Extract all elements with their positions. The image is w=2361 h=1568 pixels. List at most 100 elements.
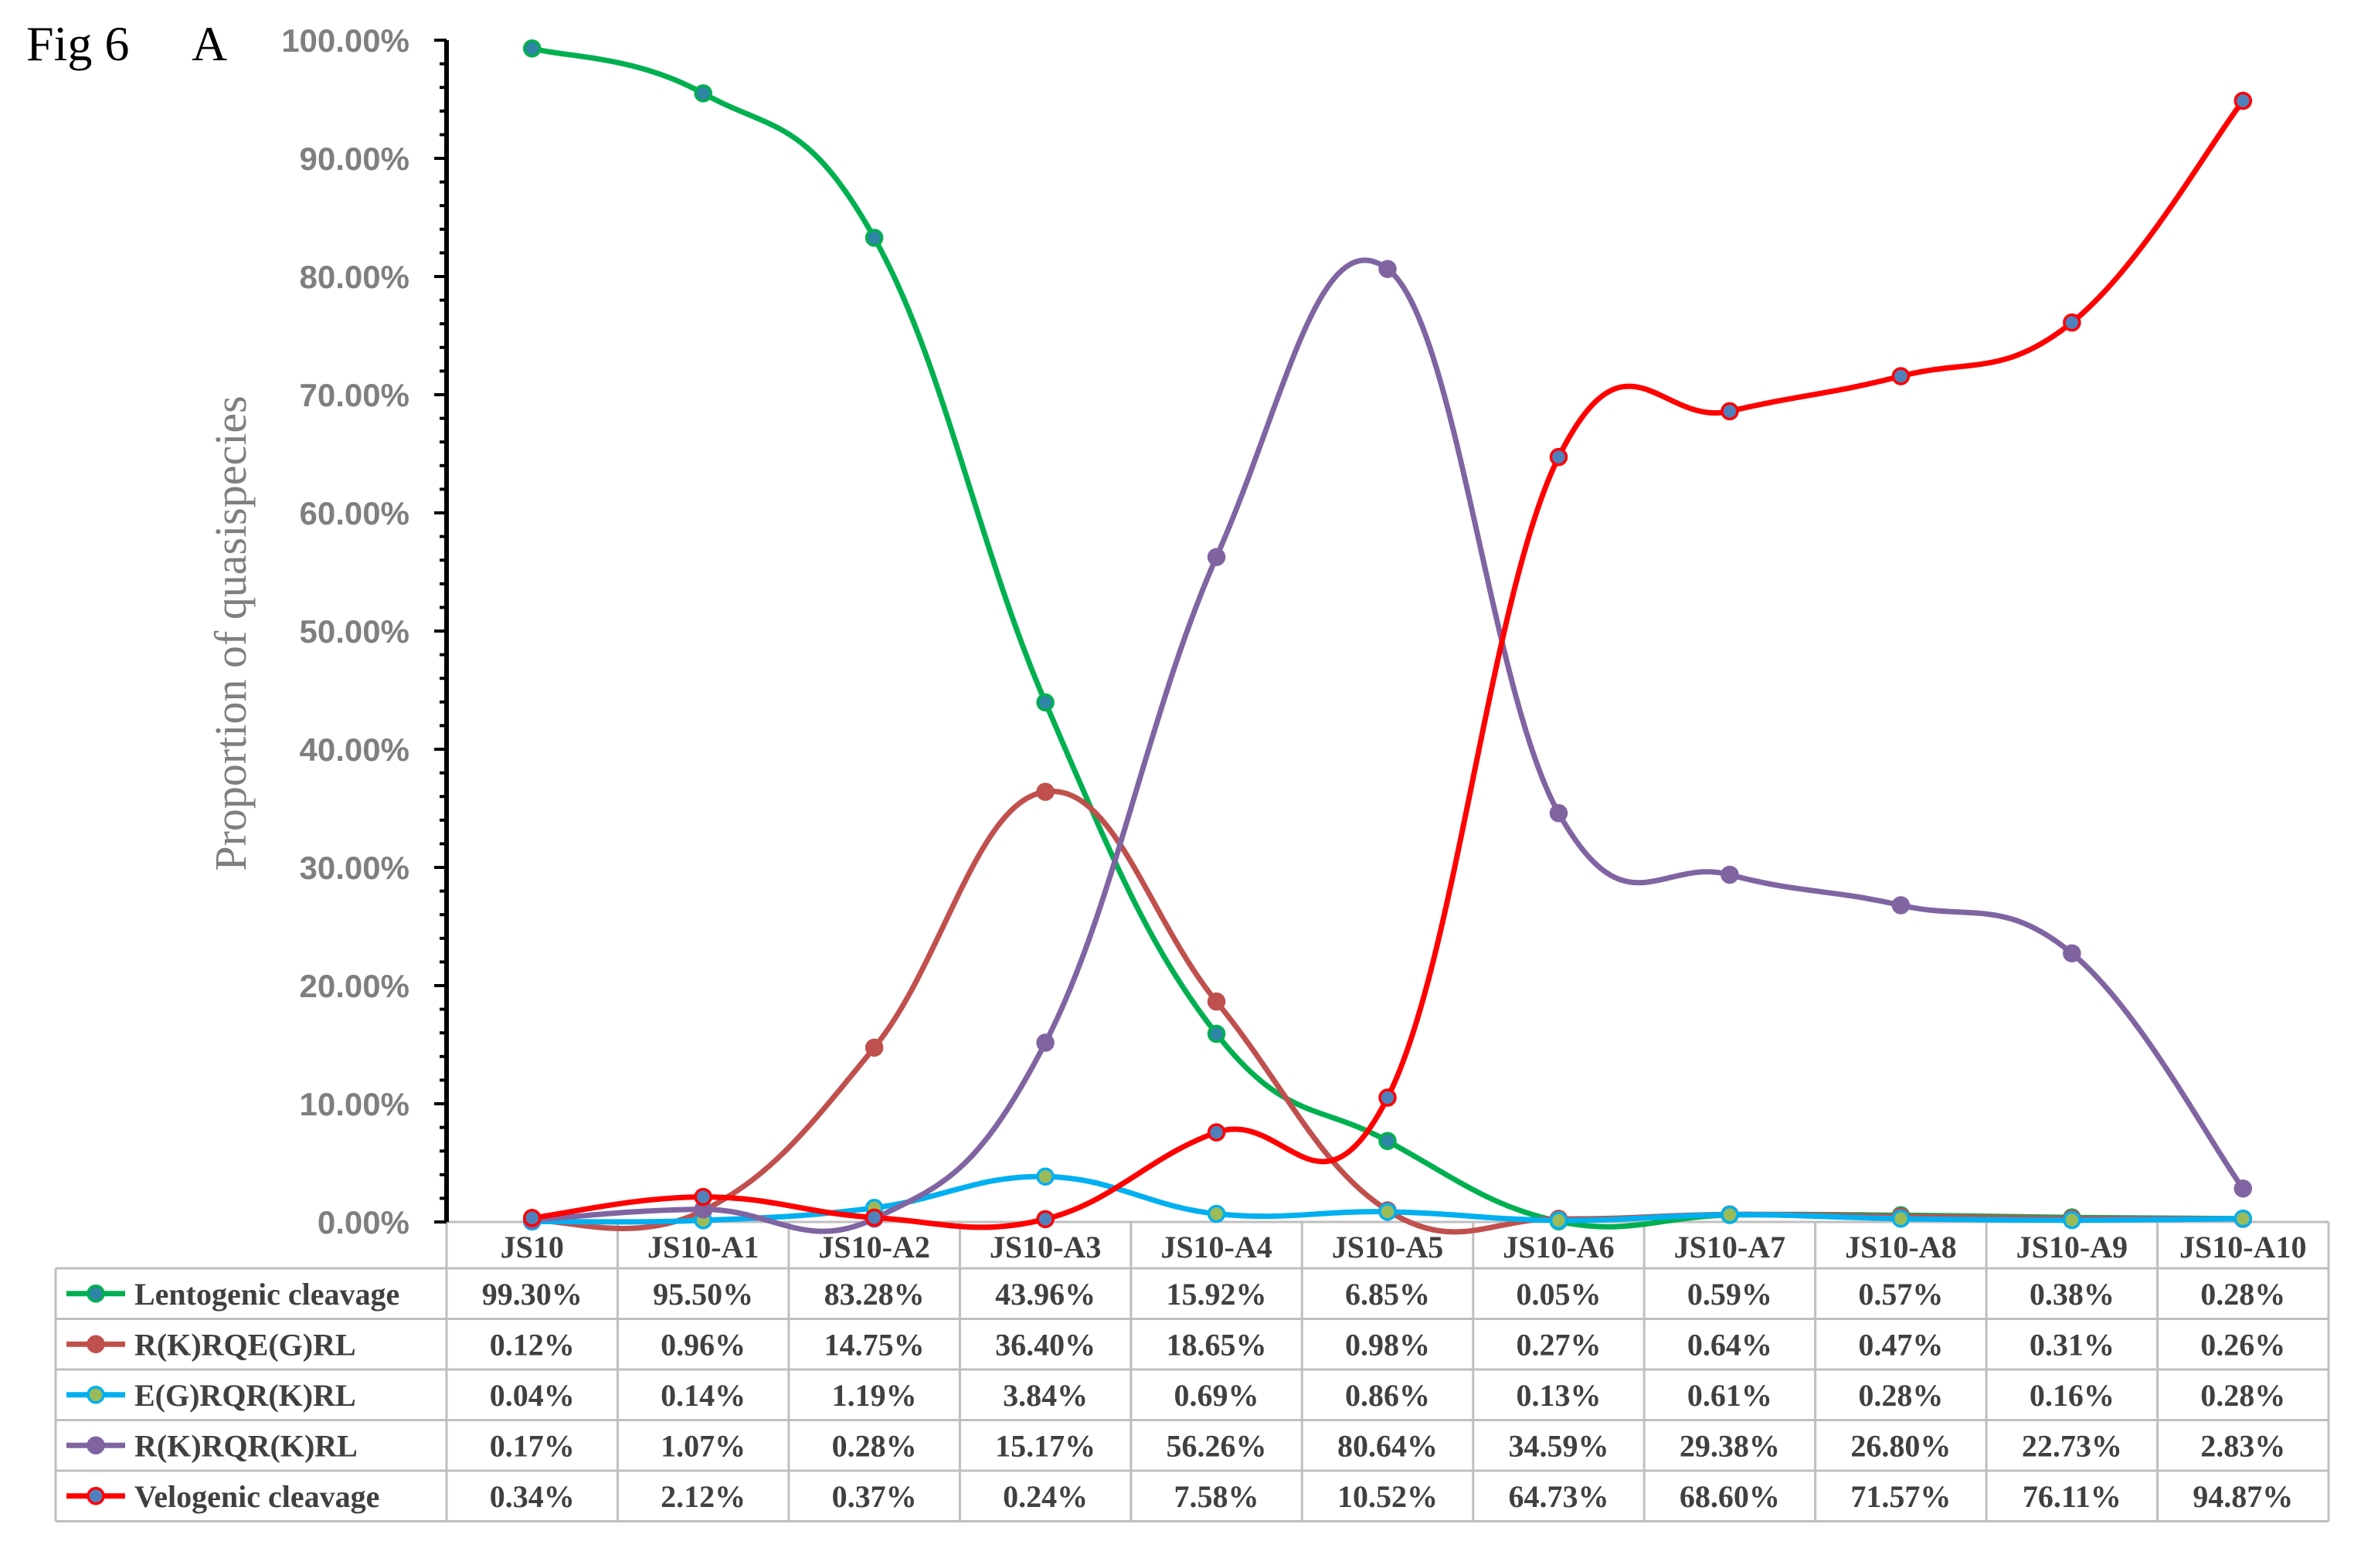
x-category-label: JS10-A4 <box>1160 1230 1272 1264</box>
data-point <box>2063 313 2081 332</box>
table-cell-value: 0.14% <box>661 1378 746 1413</box>
table-grid <box>54 1220 2330 1522</box>
table-cell-value: 3.84% <box>1003 1378 1088 1413</box>
table-cell-value: 36.40% <box>995 1327 1096 1362</box>
table-cell-value: 0.34% <box>490 1479 575 1514</box>
data-point <box>1549 1211 1568 1230</box>
y-tick-label: 100.00% <box>281 22 409 59</box>
legend-marker-key <box>87 1487 105 1505</box>
table-cell-value: 56.26% <box>1167 1428 1267 1463</box>
x-category-label: JS10-A9 <box>2016 1230 2128 1264</box>
data-point <box>1207 992 1226 1011</box>
table-cell-value: 15.92% <box>1167 1277 1267 1312</box>
table-cell-value: 2.12% <box>661 1479 746 1514</box>
table-cell-value: 0.98% <box>1345 1327 1430 1362</box>
data-point <box>2234 1209 2253 1228</box>
table-cell-value: 0.26% <box>2200 1327 2285 1362</box>
data-point <box>1378 1132 1397 1150</box>
y-axis-title: Proportion of quasispecies <box>206 395 256 871</box>
legend-marker-key <box>87 1285 105 1303</box>
table-cell-value: 18.65% <box>1167 1327 1267 1362</box>
y-tick-label: 70.00% <box>300 377 409 413</box>
y-tick-label: 0.00% <box>318 1204 409 1240</box>
data-point <box>694 1187 712 1207</box>
data-point <box>1036 782 1055 801</box>
y-tick-label: 90.00% <box>300 141 409 177</box>
data-point <box>1378 260 1397 278</box>
legend-series-name: Lentogenic cleavage <box>134 1277 399 1312</box>
table-cell-value: 1.07% <box>661 1428 746 1463</box>
table-cell-value: 0.37% <box>832 1479 917 1514</box>
y-tick-label: 60.00% <box>300 495 409 531</box>
panel-label: A <box>192 16 227 71</box>
data-point <box>1549 804 1568 823</box>
table-cell-value: 0.28% <box>2200 1378 2285 1413</box>
data-point <box>1891 367 1911 385</box>
table-cell-value: 0.28% <box>1858 1378 1943 1413</box>
figure-label: Fig 6 <box>26 16 129 71</box>
table-cell-value: 0.61% <box>1687 1378 1772 1413</box>
x-axis-categories: JS10 JS10-A1 JS10-A2 JS10-A3 JS10-A4 JS10-A5 J… <box>501 1230 2307 1264</box>
data-point <box>1549 447 1568 467</box>
data-point <box>1036 693 1055 712</box>
data-point <box>1207 1024 1226 1044</box>
data-point <box>1036 1167 1055 1186</box>
table-cell-value: 0.27% <box>1516 1327 1601 1362</box>
table-cell-value: 7.58% <box>1174 1479 1259 1514</box>
data-point <box>1891 1209 1911 1228</box>
table-cell-value: 2.83% <box>2200 1428 2285 1463</box>
table-cell-value: 26.80% <box>1850 1428 1951 1463</box>
table-cell-value: 95.50% <box>653 1277 753 1312</box>
table-cell-value: 0.96% <box>661 1327 746 1362</box>
series-markers <box>522 39 2253 1231</box>
table-cell-value: 0.12% <box>490 1327 575 1362</box>
data-point <box>1207 1204 1226 1224</box>
table-cell-value: 64.73% <box>1508 1479 1609 1514</box>
legend-series-name: R(K)RQR(K)RL <box>134 1428 358 1463</box>
data-table: Lentogenic cleavage 99.30% 95.50% 83.28% 43.… <box>66 1277 2293 1514</box>
data-point <box>1036 1210 1055 1229</box>
data-point <box>865 229 884 247</box>
legend-series-name: Velogenic cleavage <box>134 1479 379 1514</box>
table-cell-value: 83.28% <box>824 1277 925 1312</box>
table-cell-value: 0.05% <box>1516 1277 1601 1312</box>
table-cell-value: 0.13% <box>1516 1378 1601 1413</box>
data-point <box>1378 1203 1397 1221</box>
table-cell-value: 0.69% <box>1174 1378 1259 1413</box>
x-category-label: JS10-A6 <box>1503 1230 1614 1264</box>
table-cell-value: 68.60% <box>1680 1479 1780 1514</box>
table-cell-value: 0.64% <box>1687 1327 1772 1362</box>
table-cell-value: 0.47% <box>1858 1327 1943 1362</box>
data-point <box>522 39 542 58</box>
table-cell-value: 0.38% <box>2030 1277 2115 1312</box>
table-cell-value: 0.04% <box>490 1378 575 1413</box>
data-point <box>2063 944 2081 962</box>
data-point <box>1378 1088 1397 1107</box>
table-cell-value: 94.87% <box>2193 1479 2293 1514</box>
table-cell-value: 0.28% <box>832 1428 917 1463</box>
y-axis: 0.00% 10.00% 20.00% 30.00% 40.00% 50.00% 60.00… <box>281 22 449 1240</box>
x-category-label: JS10-A1 <box>647 1230 759 1264</box>
data-point <box>865 1038 884 1057</box>
table-cell-value: 15.17% <box>995 1428 1096 1463</box>
data-point <box>1207 548 1226 566</box>
table-cell-value: 80.64% <box>1337 1428 1438 1463</box>
table-cell-value: 76.11% <box>2023 1479 2122 1514</box>
x-category-label: JS10-A10 <box>2179 1230 2306 1264</box>
data-point <box>1207 1123 1226 1142</box>
data-point <box>2063 1210 2081 1230</box>
data-point <box>2234 91 2253 110</box>
legend-marker-key <box>87 1335 105 1353</box>
data-point <box>1036 1033 1055 1052</box>
table-cell-value: 71.57% <box>1850 1479 1951 1514</box>
series-lines <box>531 46 2246 1235</box>
legend-series-name: E(G)RQR(K)RL <box>134 1378 356 1413</box>
data-point <box>865 1208 884 1227</box>
table-cell-value: 6.85% <box>1345 1277 1430 1312</box>
table-cell-value: 1.19% <box>832 1378 917 1413</box>
data-point <box>1721 402 1739 421</box>
table-cell-value: 0.59% <box>1687 1277 1772 1312</box>
table-cell-value: 0.17% <box>490 1428 575 1463</box>
table-cell-value: 99.30% <box>482 1277 583 1312</box>
